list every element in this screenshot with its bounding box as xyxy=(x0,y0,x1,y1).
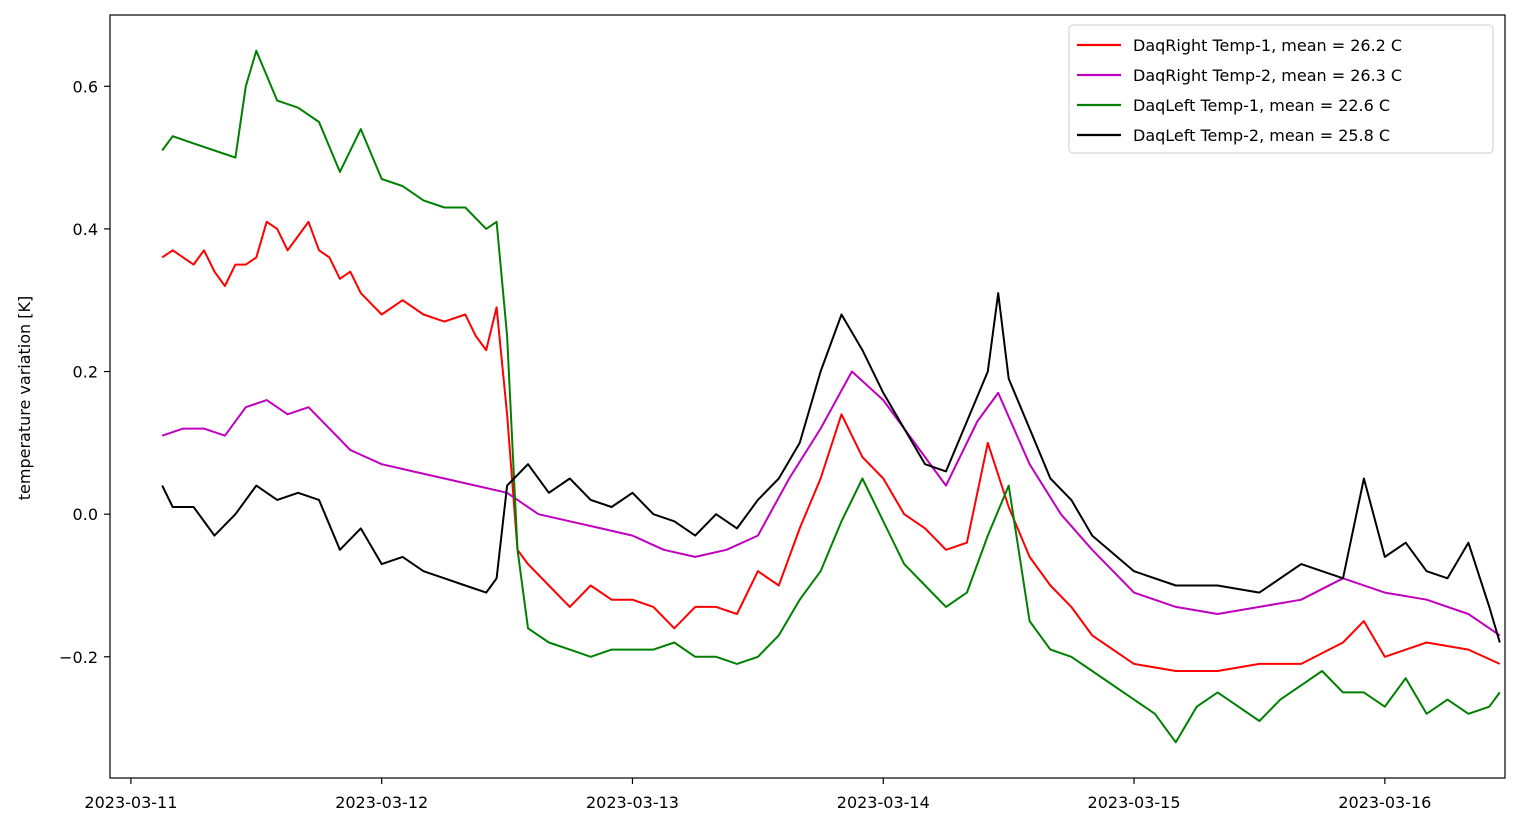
series-line-1 xyxy=(161,220,1501,672)
legend: DaqRight Temp-1, mean = 26.2 C DaqRight T… xyxy=(1068,24,1494,154)
x-tick-label: 2023-03-15 xyxy=(1088,793,1181,812)
y-tick-label: 0.6 xyxy=(73,77,98,96)
x-tick-label: 2023-03-16 xyxy=(1338,793,1431,812)
legend-box xyxy=(1068,24,1494,154)
legend-label-1: DaqRight Temp-1, mean = 26.2 C xyxy=(1133,36,1402,55)
series-line-3 xyxy=(161,49,1501,744)
y-tick-label: 0.4 xyxy=(73,220,98,239)
series-line-4 xyxy=(161,292,1501,643)
plot-area xyxy=(161,49,1501,744)
y-tick-label: 0.0 xyxy=(73,505,98,524)
y-tick-label: −0.2 xyxy=(59,648,98,667)
x-tick-label: 2023-03-11 xyxy=(84,793,177,812)
axes-frame xyxy=(109,14,1506,779)
legend-label-3: DaqLeft Temp-1, mean = 22.6 C xyxy=(1133,96,1390,115)
x-tick-label: 2023-03-13 xyxy=(586,793,679,812)
legend-label-4: DaqLeft Temp-2, mean = 25.8 C xyxy=(1133,126,1390,145)
y-axis-label: temperature variation [K] xyxy=(15,296,34,500)
y-tick-label: 0.2 xyxy=(73,363,98,382)
legend-label-2: DaqRight Temp-2, mean = 26.3 C xyxy=(1133,66,1402,85)
axes: 2023-03-11 2023-03-12 2023-03-13 2023-03-14… xyxy=(59,14,1506,812)
x-tick-label: 2023-03-14 xyxy=(837,793,930,812)
x-tick-label: 2023-03-12 xyxy=(335,793,428,812)
series-line-2 xyxy=(161,370,1501,637)
